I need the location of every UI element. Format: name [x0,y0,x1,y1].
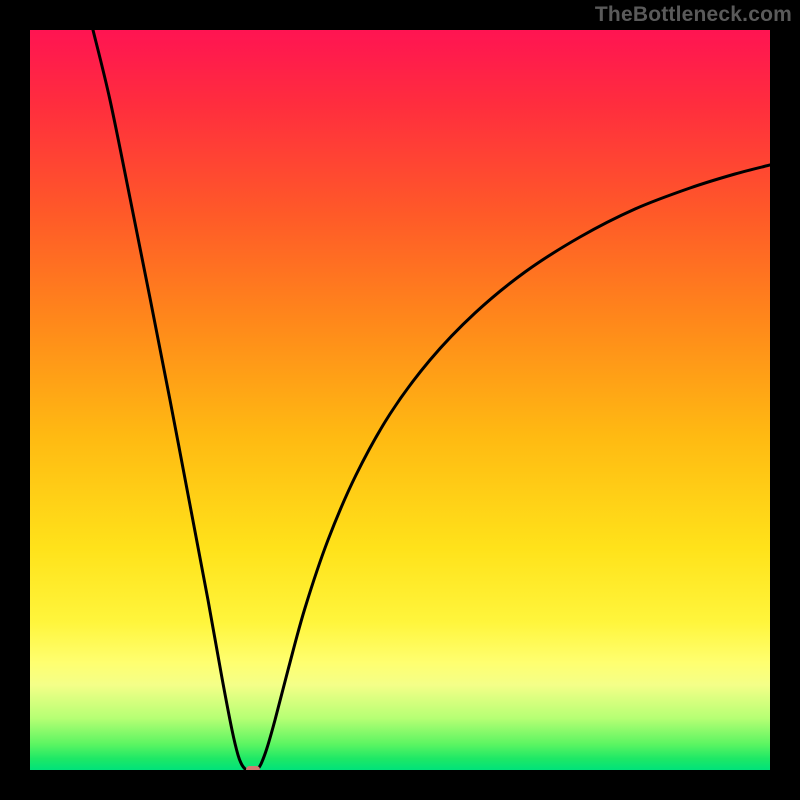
bottleneck-curve [30,30,770,770]
optimal-point-marker [246,766,260,771]
curve-left-segment [93,30,246,770]
chart-frame: TheBottleneck.com [0,0,800,800]
watermark-text: TheBottleneck.com [595,3,792,27]
plot-area [30,30,770,770]
curve-right-segment [257,165,770,770]
